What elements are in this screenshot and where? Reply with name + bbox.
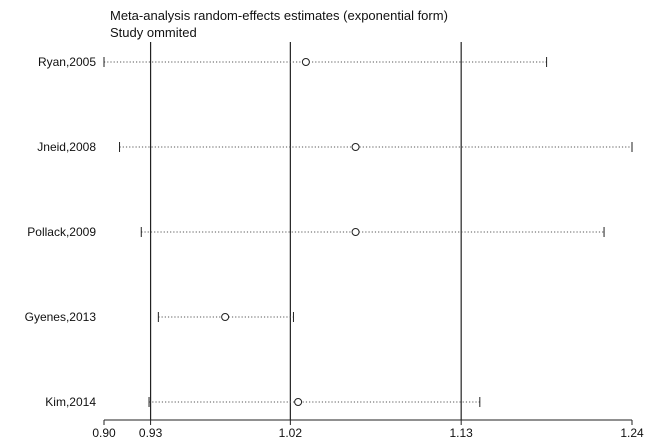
chart-title: Meta-analysis random-effects estimates (… xyxy=(110,8,448,23)
study-label: Jneid,2008 xyxy=(37,140,96,154)
x-tick-label: 1.02 xyxy=(279,426,303,439)
point-estimate-marker xyxy=(294,398,303,406)
x-tick-label: 1.24 xyxy=(620,426,644,439)
x-tick-label: 0.90 xyxy=(92,426,116,439)
point-estimate-marker xyxy=(221,313,230,321)
study-label: Pollack,2009 xyxy=(27,225,96,239)
point-estimate-marker xyxy=(301,58,310,66)
study-label: Ryan,2005 xyxy=(38,55,96,69)
x-tick-label: 0.93 xyxy=(139,426,163,439)
study-label: Gyenes,2013 xyxy=(25,310,97,324)
study-label: Kim,2014 xyxy=(45,395,96,409)
chart-subtitle: Study ommited xyxy=(110,25,197,40)
point-estimate-marker xyxy=(351,228,360,236)
x-tick-label: 1.13 xyxy=(449,426,473,439)
point-estimate-marker xyxy=(351,143,360,151)
